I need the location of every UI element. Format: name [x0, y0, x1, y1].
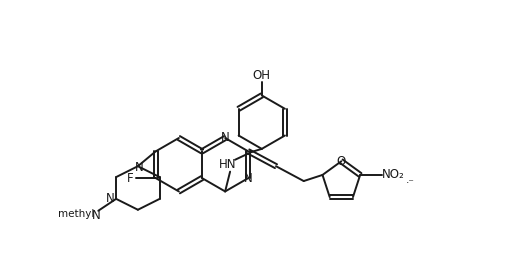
Text: ·⁻: ·⁻ — [406, 178, 414, 188]
Text: F: F — [127, 172, 133, 185]
Text: HN: HN — [220, 158, 237, 171]
Text: N: N — [92, 209, 101, 222]
Text: OH: OH — [253, 69, 271, 82]
Text: N: N — [244, 172, 253, 185]
Text: NO₂: NO₂ — [381, 169, 404, 181]
Text: O: O — [337, 155, 346, 168]
Text: N: N — [105, 192, 114, 206]
Text: N: N — [135, 161, 143, 174]
Text: N: N — [221, 132, 230, 144]
Text: methyl: methyl — [58, 209, 94, 219]
